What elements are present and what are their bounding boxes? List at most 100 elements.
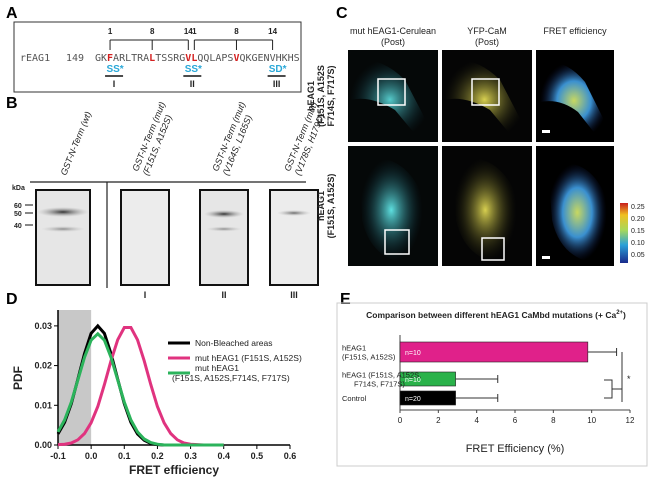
x-tick-label: 0.0 [85, 451, 98, 461]
sequence-segment: GK [95, 53, 107, 64]
protein-name: rEAG1 [20, 53, 50, 64]
band [41, 226, 85, 232]
motif-number: 1 [192, 27, 197, 36]
x-tick-label: 0.4 [217, 451, 230, 461]
colorbar [620, 203, 628, 263]
motif-number: 8 [150, 27, 155, 36]
row-label-line: (F151S, A152S) [326, 174, 336, 239]
band [37, 207, 89, 217]
legend-label: mut hEAG1 (F151S, A152S) [195, 353, 302, 363]
chart-title-superscript: 2+ [616, 310, 623, 316]
y-tick-label: 0.03 [34, 321, 52, 331]
motif-number: 14 [268, 27, 277, 36]
mutation-label: SS* [185, 64, 202, 75]
legend-label: mut hEAG1 (F151S, A152S,F714S, F717S) [172, 363, 290, 383]
kda-marker: 60 [14, 203, 22, 210]
kda-marker: 40 [14, 223, 22, 230]
x-tick-label: 8 [551, 416, 556, 425]
x-axis-label: FRET Efficiency (%) [466, 443, 565, 455]
category-label: Control [342, 394, 367, 403]
band [204, 210, 244, 218]
panel-frame [336, 302, 648, 467]
panel-label: D [6, 291, 18, 308]
n-label: n=10 [405, 350, 421, 357]
mutation-label: SD* [269, 64, 287, 75]
blot [199, 189, 249, 286]
panel-label: A [6, 5, 18, 22]
row-label-line: hEAG1 [306, 81, 316, 111]
x-tick-label: 6 [513, 416, 518, 425]
blots [35, 189, 319, 286]
mutation-label: SS* [106, 64, 123, 75]
band [277, 210, 311, 216]
roi [471, 78, 500, 106]
colorbar-tick: 0.20 [631, 216, 645, 223]
kda-marker: 50 [14, 211, 22, 218]
micrographs [348, 50, 628, 266]
panel-label: B [6, 95, 18, 112]
significance-label: * [627, 374, 631, 384]
x-tick-label: 2 [436, 416, 441, 425]
sequence-segment: V [233, 53, 239, 64]
site-label: II [190, 79, 195, 89]
site-label: III [273, 79, 281, 89]
category-label: hEAG1 (F151S, A152S, [342, 371, 421, 380]
roi [481, 237, 505, 261]
row-label: hEAG1(F151S, A152S) [316, 174, 336, 239]
line-series [56, 331, 224, 447]
site-label: III [290, 290, 298, 300]
sequence-segment: QKGENVHKHS [239, 53, 299, 64]
roi [377, 78, 406, 106]
legend-label: Non-Bleached areas [195, 338, 273, 348]
y-tick-label: 0.02 [34, 361, 52, 371]
x-tick-label: -0.1 [50, 451, 66, 461]
blot [35, 189, 91, 286]
site-label: II [221, 290, 226, 300]
kda-label: kDa [12, 185, 25, 192]
cell [454, 158, 517, 262]
row-label-line: (F151S, A152S [316, 65, 326, 127]
x-tick-label: 0.5 [251, 451, 264, 461]
y-tick-label: 0.01 [34, 400, 52, 410]
row-label-line: F714S, F717S) [326, 65, 336, 126]
n-label: n=20 [405, 396, 421, 403]
column-header: (Post) [381, 37, 405, 47]
n-label: n=10 [405, 377, 421, 384]
start-residue: 149 [66, 53, 84, 64]
y-tick-label: 0.00 [34, 440, 52, 450]
x-tick-label: 12 [626, 416, 635, 425]
sequence-segment: TSSRG [155, 53, 185, 64]
column-header: (Post) [475, 37, 499, 47]
colorbar-tick: 0.25 [631, 204, 645, 211]
cell [350, 59, 430, 140]
colorbar-tick: 0.05 [631, 252, 645, 259]
x-tick-label: 4 [474, 416, 479, 425]
cell [540, 61, 608, 140]
sequence-segment: F [107, 53, 113, 64]
site-label: I [144, 290, 147, 300]
blot [269, 189, 319, 286]
x-tick-label: 0.2 [151, 451, 164, 461]
cell [360, 158, 423, 262]
sequence-segment: VL [185, 53, 197, 64]
scale-bar [542, 256, 550, 259]
cell [548, 163, 607, 262]
chart-title-text: Comparison between different hEAG1 CaMbd… [366, 310, 616, 320]
x-tick-label: 0 [398, 416, 403, 425]
x-tick-label: 10 [587, 416, 596, 425]
blot [120, 189, 170, 286]
chart-title: Comparison between different hEAG1 CaMbd… [366, 310, 626, 320]
row-label: hEAG1(F151S, A152SF714S, F717S) [306, 65, 336, 127]
x-tick-label: 0.3 [184, 451, 197, 461]
significance-bracket [604, 352, 623, 402]
colorbar-tick: 0.15 [631, 228, 645, 235]
x-tick-label: 0.1 [118, 451, 131, 461]
sequence-segment: L [149, 53, 155, 64]
sequence-segment: QQLAPS [197, 53, 233, 64]
motif-number: 1 [108, 27, 113, 36]
row-label-line: hEAG1 [316, 191, 326, 221]
motif-number: 8 [234, 27, 239, 36]
category-label: hEAG1 [342, 344, 366, 353]
